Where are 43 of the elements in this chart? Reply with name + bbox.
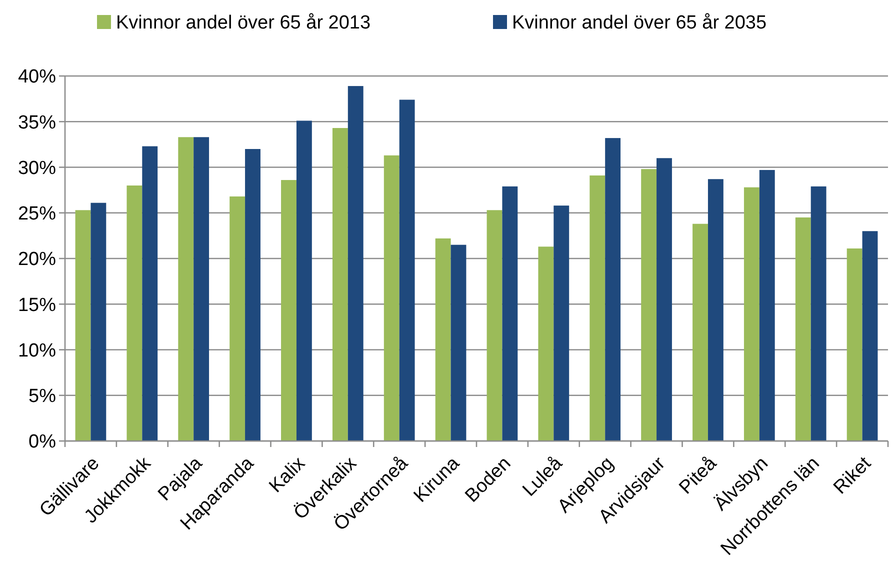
bar — [486, 210, 502, 441]
bar — [230, 196, 246, 441]
bar — [641, 169, 657, 441]
bar — [194, 137, 210, 441]
y-tick-label: 5% — [28, 386, 56, 408]
bar — [590, 175, 606, 441]
bar — [846, 248, 862, 441]
y-tick-label: 10% — [18, 340, 56, 362]
bar — [399, 100, 415, 441]
y-tick-label: 30% — [18, 158, 56, 179]
bar — [759, 170, 775, 441]
bar — [245, 149, 260, 441]
bar — [692, 224, 708, 441]
bar — [126, 186, 142, 441]
bar — [75, 210, 91, 441]
bar — [554, 206, 570, 441]
bar — [450, 244, 466, 441]
bar — [862, 231, 878, 441]
bar — [384, 155, 400, 441]
bar — [708, 179, 724, 441]
bar — [502, 186, 518, 441]
y-tick-label: 40% — [18, 66, 56, 88]
bar — [178, 137, 194, 441]
y-tick-label: 35% — [18, 112, 56, 134]
bar — [435, 238, 451, 441]
bar — [795, 217, 811, 441]
bar — [348, 86, 364, 441]
y-tick-label: 25% — [18, 204, 56, 225]
bar — [281, 180, 296, 441]
bar — [656, 158, 672, 441]
bar — [90, 202, 106, 441]
y-tick-label: 20% — [18, 249, 56, 270]
bar — [538, 246, 554, 441]
bar — [744, 187, 760, 441]
legend-label: Kvinnor andel över 65 år 2013 — [116, 12, 371, 34]
bar — [332, 128, 348, 441]
y-tick-label: 0% — [28, 432, 56, 453]
legend-label: Kvinnor andel över 65 år 2035 — [512, 12, 767, 34]
bar — [605, 138, 621, 441]
y-tick-label: 15% — [18, 294, 56, 316]
bar — [296, 120, 312, 441]
bar — [810, 186, 826, 441]
bar — [142, 146, 158, 441]
